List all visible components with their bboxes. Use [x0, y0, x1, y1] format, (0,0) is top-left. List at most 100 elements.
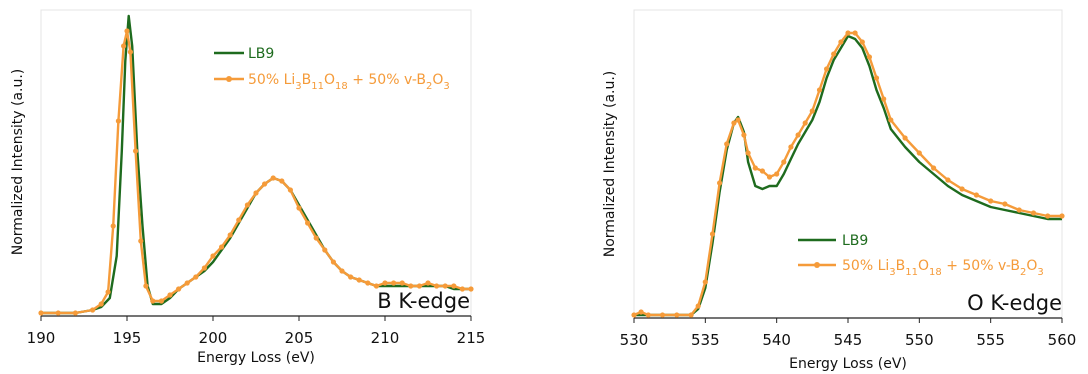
data-point-mixture: [105, 289, 111, 295]
chart-panel-b-k-edge: 190 195 200 205 210 215 Energy Loss (eV) Norm…: [10, 9, 486, 366]
x-tick-label: 190: [27, 329, 56, 347]
data-point-mixture: [356, 277, 362, 283]
data-point-mixture: [731, 120, 737, 126]
data-point-mixture: [322, 247, 328, 253]
data-point-mixture: [852, 30, 858, 36]
data-point-mixture: [382, 280, 388, 286]
data-point-mixture: [766, 174, 773, 180]
data-point-mixture: [816, 87, 823, 93]
data-point-mixture: [219, 244, 225, 250]
data-point-mixture: [270, 175, 276, 181]
x-tick-label: 560: [1048, 331, 1077, 349]
data-point-mixture: [959, 186, 965, 192]
data-point-mixture: [781, 159, 787, 165]
data-point-mixture: [121, 43, 127, 49]
data-point-mixture: [902, 135, 908, 141]
data-point-mixture: [988, 198, 994, 204]
data-point-mixture: [973, 192, 980, 198]
legend-label-mixture: 50% Li3B11O18 + 50% v-B2O3: [842, 258, 1044, 278]
data-point-mixture: [391, 280, 397, 286]
x-tick-label: 530: [620, 331, 649, 349]
edge-label: B K-edge: [377, 289, 470, 313]
data-point-mixture: [788, 144, 794, 150]
legend-marker-mixture: [814, 262, 820, 268]
data-point-mixture: [631, 312, 637, 318]
data-point-mixture: [873, 75, 880, 81]
data-point-mixture: [305, 220, 311, 226]
data-point-mixture: [459, 286, 465, 292]
data-point-mixture: [38, 310, 44, 316]
x-tick-label: 535: [691, 331, 720, 349]
data-point-mixture: [115, 118, 121, 124]
data-point-mixture: [645, 312, 651, 318]
x-tick-label: 545: [834, 331, 863, 349]
data-point-mixture: [809, 108, 815, 114]
data-point-mixture: [717, 180, 723, 186]
data-point-mixture: [442, 283, 448, 289]
data-point-mixture: [1002, 201, 1008, 207]
data-point-mixture: [735, 117, 741, 123]
data-point-mixture: [408, 283, 414, 289]
edge-label: O K-edge: [967, 291, 1062, 315]
data-point-mixture: [888, 117, 894, 123]
data-point-mixture: [638, 309, 644, 315]
data-point-mixture: [193, 274, 199, 280]
data-point-mixture: [745, 150, 751, 156]
y-axis-label: Normalized Intensity (a.u.): [10, 69, 26, 256]
data-point-mixture: [98, 301, 104, 307]
data-point-mixture: [774, 171, 780, 177]
data-point-mixture: [127, 49, 133, 55]
legend-label-mixture: 50% Li3B11O18 + 50% v-B2O3: [248, 72, 450, 92]
data-point-mixture: [752, 165, 758, 171]
data-point-mixture: [184, 280, 190, 286]
data-point-mixture: [339, 268, 345, 274]
data-point-mixture: [133, 148, 139, 154]
legend: LB9 50% Li3B11O18 + 50% v-B2O3: [798, 233, 1044, 278]
data-point-mixture: [425, 280, 431, 286]
data-point-mixture: [348, 274, 354, 280]
data-point-mixture: [72, 310, 78, 316]
x-tick-label: 215: [457, 329, 486, 347]
data-point-mixture: [838, 39, 844, 45]
data-point-mixture: [176, 286, 182, 292]
data-point-mixture: [931, 165, 937, 171]
data-point-mixture: [227, 232, 233, 238]
data-point-mixture: [802, 120, 808, 126]
data-point-mixture: [262, 181, 268, 187]
data-point-mixture: [468, 286, 474, 292]
data-point-mixture: [110, 223, 116, 229]
data-point-mixture: [416, 283, 422, 289]
x-tick-label: 195: [113, 329, 142, 347]
y-axis-label: Normalized Intensity (a.u.): [602, 71, 618, 258]
data-point-mixture: [253, 190, 259, 196]
data-point-mixture: [709, 231, 716, 237]
legend-marker-mixture: [226, 76, 232, 82]
data-point-mixture: [434, 283, 440, 289]
legend-label-lb9: LB9: [248, 46, 274, 62]
data-point-mixture: [138, 238, 144, 244]
data-point-mixture: [674, 312, 680, 318]
data-point-mixture: [916, 150, 922, 156]
data-point-mixture: [158, 298, 164, 304]
x-tick-label: 555: [976, 331, 1005, 349]
data-point-mixture: [150, 298, 156, 304]
data-point-mixture: [451, 283, 457, 289]
x-tick-label: 550: [905, 331, 934, 349]
data-point-mixture: [688, 312, 694, 318]
data-point-mixture: [724, 141, 730, 147]
data-point-mixture: [399, 280, 405, 286]
data-point-mixture: [1030, 210, 1037, 216]
x-tick-label: 205: [285, 329, 314, 347]
data-point-mixture: [1045, 213, 1051, 219]
legend-label-lb9: LB9: [842, 233, 868, 249]
data-point-mixture: [1016, 207, 1022, 213]
data-point-mixture: [279, 178, 285, 184]
x-tick-label: 210: [371, 329, 400, 347]
data-point-mixture: [866, 54, 873, 60]
data-point-mixture: [695, 303, 701, 309]
data-point-mixture: [210, 253, 216, 259]
data-point-mixture: [296, 205, 302, 211]
data-point-mixture: [824, 66, 830, 72]
data-point-mixture: [759, 168, 766, 174]
